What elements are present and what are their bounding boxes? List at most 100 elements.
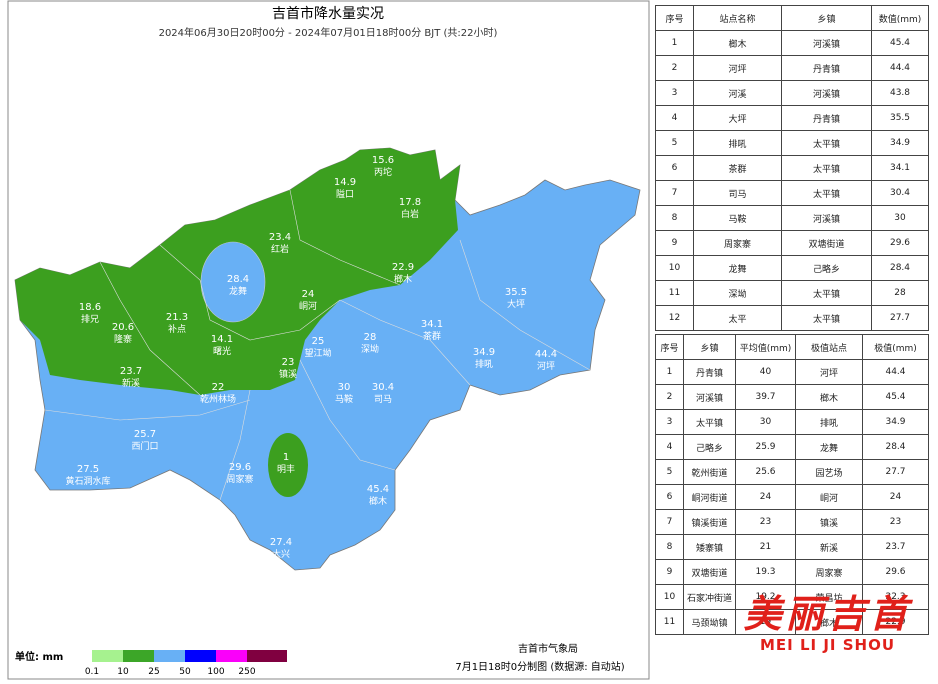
table-cell: 龙舞 (693, 255, 782, 281)
station-name: 排兄 (81, 313, 99, 325)
table-cell: 河坪 (693, 55, 782, 81)
agency: 吉首市气象局 (518, 642, 578, 655)
table-cell: 双塘街道 (781, 230, 872, 256)
station-value: 29.6 (229, 462, 251, 473)
legend-tick-label: 50 (179, 667, 191, 677)
station-name: 红岩 (271, 243, 289, 255)
station-value: 34.1 (421, 319, 443, 330)
table-cell: 45.4 (871, 30, 929, 56)
table-cell: 太平镇 (781, 305, 872, 331)
table-cell: 23 (862, 509, 929, 535)
legend-swatch (123, 650, 154, 662)
table-cell: 11 (655, 609, 684, 635)
table-cell: 榔木 (795, 384, 863, 410)
table-cell: 29.6 (871, 230, 929, 256)
table-cell: 34.9 (871, 130, 929, 156)
table-cell: 10 (655, 584, 684, 610)
station-name: 隆寨 (114, 333, 132, 345)
table-row: 8 矮寨镇 21 新溪 23.7 (655, 534, 929, 560)
station-name: 排吼 (475, 358, 493, 370)
table-cell: 44.4 (862, 359, 929, 385)
map-frame (7, 0, 650, 680)
table-row: 11 马颈坳镇 19 榔木 22.9 (655, 609, 929, 635)
station-value: 35.5 (505, 287, 527, 298)
table-cell: 24 (735, 484, 796, 510)
table-row: 5 乾州街道 25.6 园艺场 27.7 (655, 459, 929, 485)
table-cell: 双塘街道 (683, 559, 736, 585)
table-cell: 34.1 (871, 155, 929, 181)
station-value: 22 (212, 382, 225, 393)
station-value: 15.6 (372, 155, 394, 166)
station-value: 27.5 (77, 464, 99, 475)
station-value: 45.4 (367, 484, 389, 495)
table-cell: 28.4 (862, 434, 929, 460)
station-name: 马鞍 (335, 393, 353, 405)
station-name: 望江坳 (304, 347, 331, 359)
table-cell: 周家寨 (693, 230, 782, 256)
station-name: 榔木 (369, 495, 387, 507)
table-cell: 镇溪 (795, 509, 863, 535)
table-cell: 22.3 (862, 584, 929, 610)
table-cell: 43.8 (871, 80, 929, 106)
table-cell: 4 (655, 434, 684, 460)
header-cell: 乡镇 (781, 5, 872, 31)
table-cell: 2 (655, 384, 684, 410)
table-cell: 34.9 (862, 409, 929, 435)
station-name: 镇溪 (279, 368, 297, 380)
header-cell: 序号 (655, 334, 684, 360)
table-cell: 5 (655, 459, 684, 485)
table-cell: 荣昌坊 (795, 584, 863, 610)
data-table: 序号 站点名称 乡镇 数值(mm) 1 榔木 河溪镇 45.4 2 河坪 丹青镇 44.4 3 河溪 河溪镇… (655, 5, 929, 331)
table-cell: 深坳 (693, 280, 782, 306)
table-cell: 19 (735, 609, 796, 635)
table-cell: 河溪镇 (781, 80, 872, 106)
station-value: 22.9 (392, 262, 414, 273)
table-cell: 21 (735, 534, 796, 560)
table-cell: 40 (735, 359, 796, 385)
table-row: 12 太平 太平镇 27.7 (655, 305, 929, 331)
town-borders (44, 189, 591, 501)
table-cell: 河溪镇 (781, 205, 872, 231)
table-cell: 排吼 (795, 409, 863, 435)
header-cell: 数值(mm) (871, 5, 929, 31)
header-cell: 极值站点 (795, 334, 863, 360)
table-cell: 2 (655, 55, 694, 81)
table-cell: 龙舞 (795, 434, 863, 460)
table-row: 6 峒河街道 24 峒河 24 (655, 484, 929, 510)
table-cell: 河溪 (693, 80, 782, 106)
station-name: 大坪 (507, 298, 525, 310)
table-row: 9 周家寨 双塘街道 29.6 (655, 230, 929, 256)
table-row: 3 太平镇 30 排吼 34.9 (655, 409, 929, 435)
station-name: 龙舞 (229, 285, 247, 297)
table-cell: 太平镇 (683, 409, 736, 435)
legend-swatch (247, 650, 287, 662)
table-cell: 30 (735, 409, 796, 435)
table-row: 5 排吼 太平镇 34.9 (655, 130, 929, 156)
table-cell: 马鞍 (693, 205, 782, 231)
header-cell: 极值(mm) (862, 334, 929, 360)
station-value: 30 (338, 382, 351, 393)
station-value: 44.4 (535, 349, 557, 360)
station-value: 23 (282, 357, 295, 368)
station-name: 西门口 (131, 440, 158, 452)
table-cell: 太平镇 (781, 155, 872, 181)
table-row: 1 丹青镇 40 河坪 44.4 (655, 359, 929, 385)
table-cell: 4 (655, 105, 694, 131)
table-cell: 镇溪街道 (683, 509, 736, 535)
table-cell: 丹青镇 (781, 105, 872, 131)
table-row: 4 大坪 丹青镇 35.5 (655, 105, 929, 131)
table-cell: 太平 (693, 305, 782, 331)
table-cell: 23.7 (862, 534, 929, 560)
map-panel: 吉首市降水量实况 2024年06月30日20时00分 - 2024年07月01日… (7, 0, 650, 680)
table-row: 9 双塘街道 19.3 周家寨 29.6 (655, 559, 929, 585)
table-cell: 矮寨镇 (683, 534, 736, 560)
legend-tick-label: 100 (207, 667, 224, 677)
table-cell: 周家寨 (795, 559, 863, 585)
table-cell: 河溪镇 (683, 384, 736, 410)
station-name: 黄石洞水库 (65, 475, 110, 487)
legend-swatch (92, 650, 123, 662)
legend-tick-label: 0.1 (85, 667, 99, 677)
table-row: 8 马鞍 河溪镇 30 (655, 205, 929, 231)
station-value: 28 (364, 332, 377, 343)
table-cell: 30.4 (871, 180, 929, 206)
